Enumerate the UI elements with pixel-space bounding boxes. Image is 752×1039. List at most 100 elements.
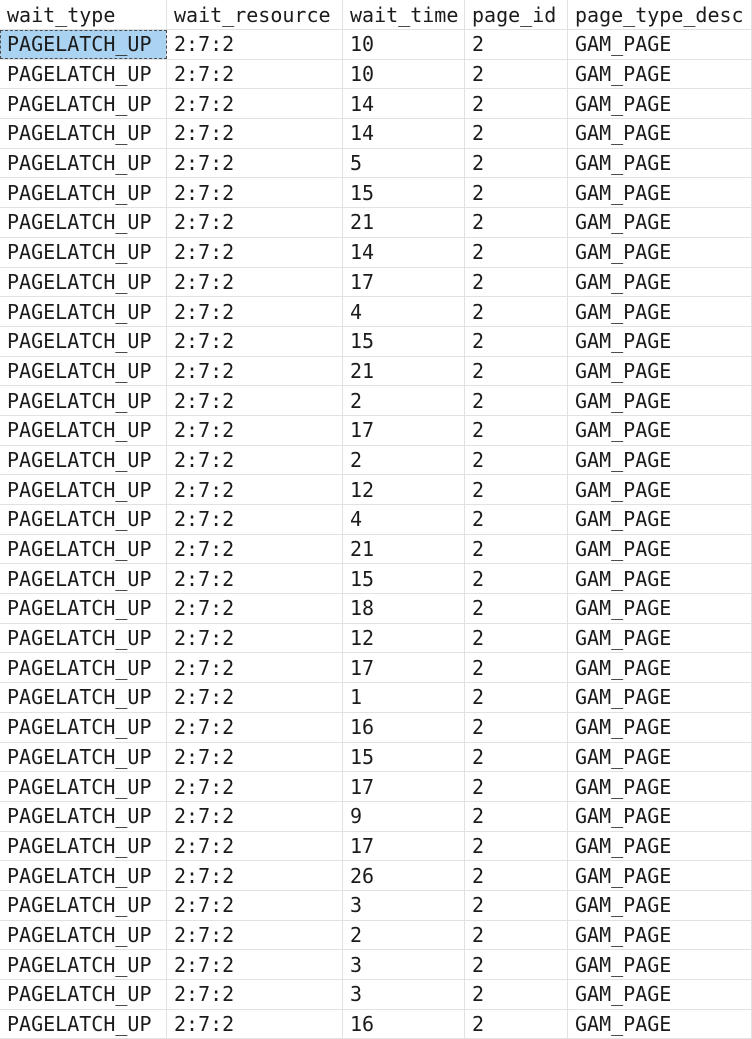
cell-page-id[interactable]: 2 (465, 326, 568, 356)
cell-page-id[interactable]: 2 (465, 564, 568, 594)
cell-wait-time[interactable]: 10 (343, 30, 465, 59)
cell-wait-resource[interactable]: 2:7:2 (167, 623, 343, 653)
cell-wait-resource[interactable]: 2:7:2 (167, 326, 343, 356)
cell-page-type-desc[interactable]: GAM_PAGE (568, 89, 752, 119)
cell-page-id[interactable]: 2 (465, 1009, 568, 1039)
cell-page-id[interactable]: 2 (465, 831, 568, 861)
cell-page-type-desc[interactable]: GAM_PAGE (568, 801, 752, 831)
cell-wait-time[interactable]: 3 (343, 980, 465, 1009)
cell-wait-type[interactable]: PAGELATCH_UP (0, 653, 167, 683)
cell-wait-resource[interactable]: 2:7:2 (167, 148, 343, 178)
cell-page-type-desc[interactable]: GAM_PAGE (568, 297, 752, 326)
cell-page-type-desc[interactable]: GAM_PAGE (568, 356, 752, 386)
cell-page-id[interactable]: 2 (465, 653, 568, 683)
cell-page-id[interactable]: 2 (465, 742, 568, 772)
cell-wait-time[interactable]: 2 (343, 920, 465, 950)
column-header-wait-time[interactable]: wait_time (343, 0, 465, 29)
cell-page-type-desc[interactable]: GAM_PAGE (568, 564, 752, 594)
cell-wait-type[interactable]: PAGELATCH_UP (0, 475, 167, 504)
cell-wait-type[interactable]: PAGELATCH_UP (0, 59, 167, 89)
cell-page-id[interactable]: 2 (465, 623, 568, 653)
cell-page-type-desc[interactable]: GAM_PAGE (568, 534, 752, 564)
cell-page-type-desc[interactable]: GAM_PAGE (568, 237, 752, 267)
cell-wait-resource[interactable]: 2:7:2 (167, 208, 343, 237)
cell-page-id[interactable]: 2 (465, 178, 568, 208)
cell-wait-type[interactable]: PAGELATCH_UP (0, 326, 167, 356)
cell-wait-resource[interactable]: 2:7:2 (167, 1009, 343, 1039)
cell-page-type-desc[interactable]: GAM_PAGE (568, 683, 752, 712)
cell-page-type-desc[interactable]: GAM_PAGE (568, 920, 752, 950)
cell-page-type-desc[interactable]: GAM_PAGE (568, 1009, 752, 1039)
cell-wait-resource[interactable]: 2:7:2 (167, 950, 343, 979)
cell-page-type-desc[interactable]: GAM_PAGE (568, 178, 752, 208)
cell-page-id[interactable]: 2 (465, 534, 568, 564)
cell-page-type-desc[interactable]: GAM_PAGE (568, 623, 752, 653)
cell-wait-resource[interactable]: 2:7:2 (167, 683, 343, 712)
cell-wait-type[interactable]: PAGELATCH_UP (0, 594, 167, 623)
cell-wait-resource[interactable]: 2:7:2 (167, 415, 343, 445)
cell-page-type-desc[interactable]: GAM_PAGE (568, 712, 752, 742)
cell-wait-type[interactable]: PAGELATCH_UP (0, 445, 167, 475)
cell-page-id[interactable]: 2 (465, 505, 568, 534)
cell-page-id[interactable]: 2 (465, 712, 568, 742)
cell-wait-type[interactable]: PAGELATCH_UP (0, 623, 167, 653)
cell-page-id[interactable]: 2 (465, 950, 568, 979)
cell-wait-type[interactable]: PAGELATCH_UP (0, 801, 167, 831)
cell-wait-time[interactable]: 12 (343, 623, 465, 653)
cell-page-id[interactable]: 2 (465, 594, 568, 623)
cell-wait-type[interactable]: PAGELATCH_UP (0, 772, 167, 801)
cell-wait-time[interactable]: 21 (343, 208, 465, 237)
cell-page-id[interactable]: 2 (465, 119, 568, 148)
cell-wait-time[interactable]: 14 (343, 237, 465, 267)
cell-wait-type[interactable]: PAGELATCH_UP (0, 712, 167, 742)
cell-wait-time[interactable]: 16 (343, 1009, 465, 1039)
cell-wait-type[interactable]: PAGELATCH_UP (0, 683, 167, 712)
cell-wait-resource[interactable]: 2:7:2 (167, 119, 343, 148)
cell-wait-resource[interactable]: 2:7:2 (167, 475, 343, 504)
cell-page-id[interactable]: 2 (465, 237, 568, 267)
cell-wait-time[interactable]: 4 (343, 505, 465, 534)
cell-wait-resource[interactable]: 2:7:2 (167, 980, 343, 1009)
cell-page-type-desc[interactable]: GAM_PAGE (568, 950, 752, 979)
cell-wait-time[interactable]: 26 (343, 861, 465, 890)
cell-page-type-desc[interactable]: GAM_PAGE (568, 653, 752, 683)
cell-page-type-desc[interactable]: GAM_PAGE (568, 326, 752, 356)
cell-page-type-desc[interactable]: GAM_PAGE (568, 445, 752, 475)
cell-wait-time[interactable]: 15 (343, 326, 465, 356)
cell-wait-time[interactable]: 15 (343, 564, 465, 594)
cell-page-id[interactable]: 2 (465, 415, 568, 445)
cell-wait-resource[interactable]: 2:7:2 (167, 445, 343, 475)
cell-wait-type[interactable]: PAGELATCH_UP (0, 297, 167, 326)
cell-wait-time[interactable]: 2 (343, 445, 465, 475)
cell-page-id[interactable]: 2 (465, 297, 568, 326)
cell-wait-time[interactable]: 9 (343, 801, 465, 831)
cell-wait-type[interactable]: PAGELATCH_UP (0, 267, 167, 297)
cell-wait-resource[interactable]: 2:7:2 (167, 890, 343, 920)
cell-wait-time[interactable]: 14 (343, 89, 465, 119)
cell-wait-type-selected[interactable]: PAGELATCH_UP (0, 30, 167, 59)
cell-page-id[interactable]: 2 (465, 30, 568, 59)
cell-wait-resource[interactable]: 2:7:2 (167, 742, 343, 772)
cell-wait-type[interactable]: PAGELATCH_UP (0, 1009, 167, 1039)
cell-wait-type[interactable]: PAGELATCH_UP (0, 890, 167, 920)
cell-page-type-desc[interactable]: GAM_PAGE (568, 208, 752, 237)
cell-wait-time[interactable]: 10 (343, 59, 465, 89)
cell-page-id[interactable]: 2 (465, 861, 568, 890)
cell-page-id[interactable]: 2 (465, 920, 568, 950)
cell-wait-resource[interactable]: 2:7:2 (167, 178, 343, 208)
cell-page-id[interactable]: 2 (465, 475, 568, 504)
cell-wait-time[interactable]: 4 (343, 297, 465, 326)
cell-page-id[interactable]: 2 (465, 445, 568, 475)
column-header-page-type-desc[interactable]: page_type_desc (568, 0, 752, 29)
cell-wait-type[interactable]: PAGELATCH_UP (0, 950, 167, 979)
cell-wait-resource[interactable]: 2:7:2 (167, 564, 343, 594)
cell-wait-type[interactable]: PAGELATCH_UP (0, 208, 167, 237)
cell-page-id[interactable]: 2 (465, 148, 568, 178)
cell-page-id[interactable]: 2 (465, 89, 568, 119)
cell-wait-resource[interactable]: 2:7:2 (167, 920, 343, 950)
cell-wait-type[interactable]: PAGELATCH_UP (0, 980, 167, 1009)
cell-wait-type[interactable]: PAGELATCH_UP (0, 831, 167, 861)
cell-page-type-desc[interactable]: GAM_PAGE (568, 30, 752, 59)
cell-wait-time[interactable]: 14 (343, 119, 465, 148)
cell-wait-type[interactable]: PAGELATCH_UP (0, 742, 167, 772)
